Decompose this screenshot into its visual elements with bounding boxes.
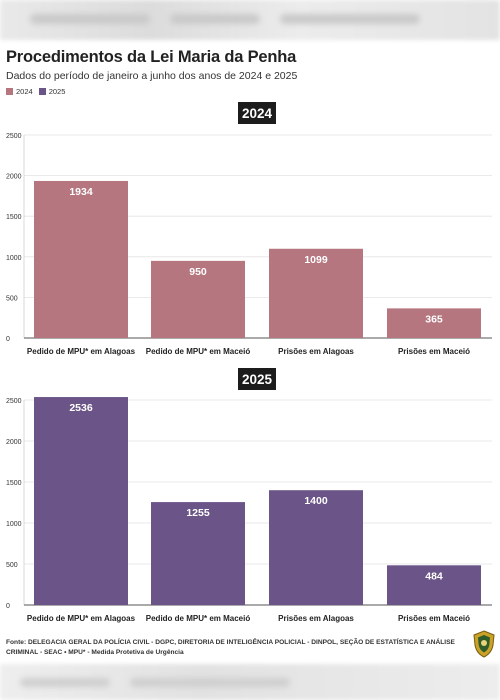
y-tick-label: 0: [6, 336, 10, 343]
bar-value-label: 1099: [304, 254, 328, 266]
police-badge-icon: [473, 630, 495, 658]
y-tick-label: 500: [6, 295, 18, 302]
bar-value-label: 950: [189, 266, 207, 278]
y-tick-label: 1500: [6, 214, 22, 221]
chart-title: 2025: [242, 372, 273, 387]
legend-label-2025: 2025: [48, 87, 66, 96]
chart-panel-2024: 2024 0 500 1000 1500 2000 2500 1934 Pedido de MP…: [6, 102, 492, 356]
bar-2025-3: [387, 565, 481, 605]
y-tick-label: 2500: [6, 133, 22, 140]
legend-item-2025: 2025: [38, 87, 66, 96]
blurred-header-strip: [0, 0, 500, 40]
x-tick-label: Prisões em Maceió: [398, 347, 470, 356]
chart-title-badge: [238, 102, 276, 124]
x-tick-label: Pedido de MPU* em Alagoas: [27, 614, 136, 623]
bar-value-label: 2536: [69, 402, 93, 414]
y-tick-label: 500: [6, 562, 18, 569]
chart-title: 2024: [242, 106, 273, 121]
y-tick-label: 0: [6, 603, 10, 610]
bar-2024-0: [34, 180, 128, 338]
bar-2024-3: [387, 308, 481, 338]
chart-panel-2025: 2025 0 500 1000 1500 2000 2500 2536 Pedido de MP…: [6, 368, 492, 623]
y-tick-label: 2000: [6, 439, 22, 446]
x-tick-label: Pedido de MPU* em Maceió: [146, 614, 251, 623]
x-tick-label: Prisões em Alagoas: [278, 347, 354, 356]
chart-title-badge: [238, 368, 276, 390]
x-tick-label: Prisões em Alagoas: [278, 614, 354, 623]
y-tick-label: 1000: [6, 521, 22, 528]
legend-item-2024: 2024: [6, 87, 33, 96]
bar-2025-1: [151, 502, 245, 605]
bar-2024-1: [151, 260, 245, 338]
blurred-footer-strip: [0, 664, 500, 700]
x-tick-label: Pedido de MPU* em Maceió: [146, 347, 251, 356]
x-tick-label: Prisões em Maceió: [398, 614, 470, 623]
bar-value-label: 365: [425, 313, 443, 325]
bar-2024-2: [269, 248, 363, 338]
y-tick-label: 2000: [6, 174, 22, 181]
bar-2025-2: [269, 490, 363, 605]
source-footnote: Fonte: DELEGACIA GERAL DA POLÍCIA CIVIL …: [6, 639, 455, 656]
x-tick-label: Pedido de MPU* em Alagoas: [27, 347, 136, 356]
legend-swatch-2024: [6, 88, 13, 95]
bar-2025-0: [34, 397, 128, 605]
y-tick-label: 1000: [6, 255, 22, 262]
y-tick-label: 1500: [6, 480, 22, 487]
page-subtitle: Dados do período de janeiro a junho dos …: [6, 70, 298, 82]
bar-value-label: 1934: [69, 186, 93, 198]
bar-value-label: 1255: [186, 507, 210, 519]
y-tick-label: 2500: [6, 398, 22, 405]
legend-label-2024: 2024: [16, 87, 33, 96]
bar-value-label: 1400: [304, 495, 328, 507]
page-title: Procedimentos da Lei Maria da Penha: [6, 48, 297, 66]
legend-swatch-2025: [38, 88, 46, 95]
bar-value-label: 484: [425, 570, 443, 582]
legend: 2024 2025: [6, 87, 65, 96]
